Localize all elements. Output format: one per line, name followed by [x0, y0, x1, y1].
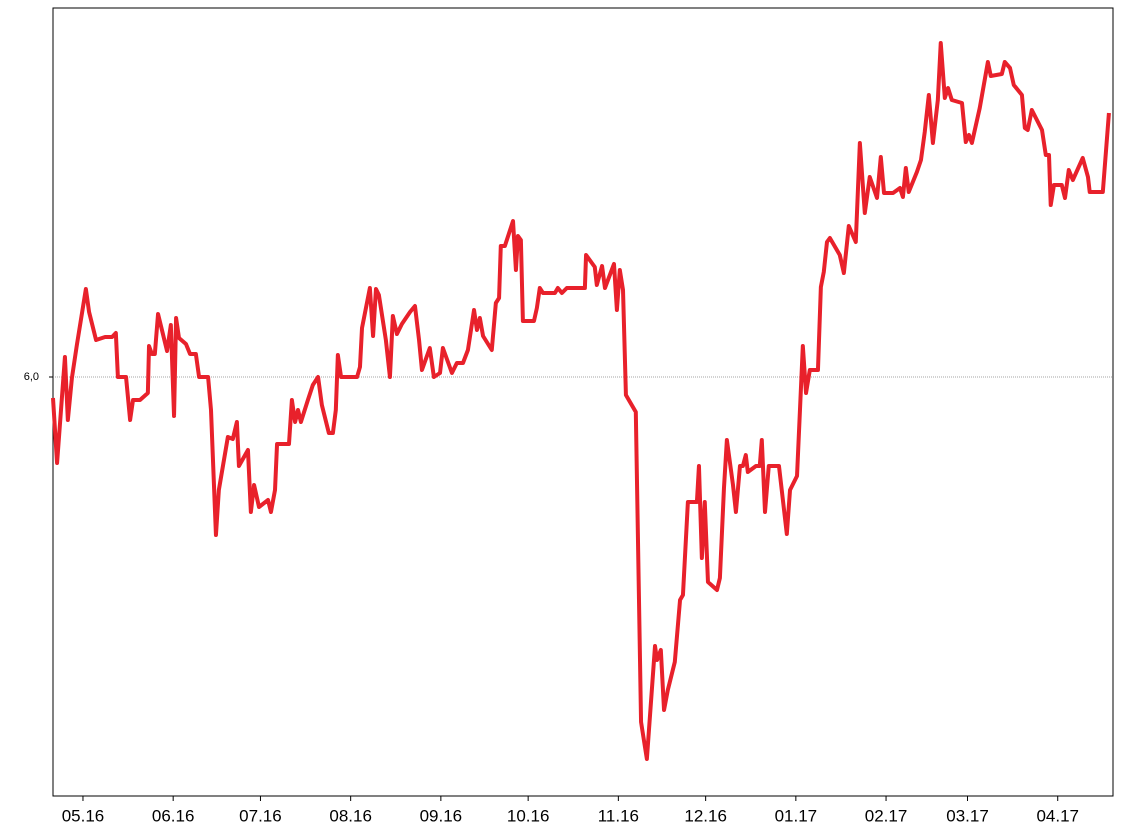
x-tick-label: 10.16: [507, 806, 550, 825]
x-tick-label: 05.16: [62, 806, 105, 825]
x-tick-label: 06.16: [152, 806, 195, 825]
x-tick-label: 04.17: [1036, 806, 1079, 825]
y-tick-label: 6,0: [24, 371, 39, 383]
x-tick-label: 12.16: [684, 806, 727, 825]
x-tick-label: 01.17: [775, 806, 818, 825]
x-tick-label: 02.17: [865, 806, 908, 825]
line-series: [51, 41, 1111, 761]
x-tick-label: 08.16: [329, 806, 372, 825]
x-tick-label: 09.16: [420, 806, 463, 825]
x-tick-label: 03.17: [946, 806, 989, 825]
x-tick-label: 07.16: [239, 806, 282, 825]
x-tick-label: 11.16: [598, 806, 639, 825]
